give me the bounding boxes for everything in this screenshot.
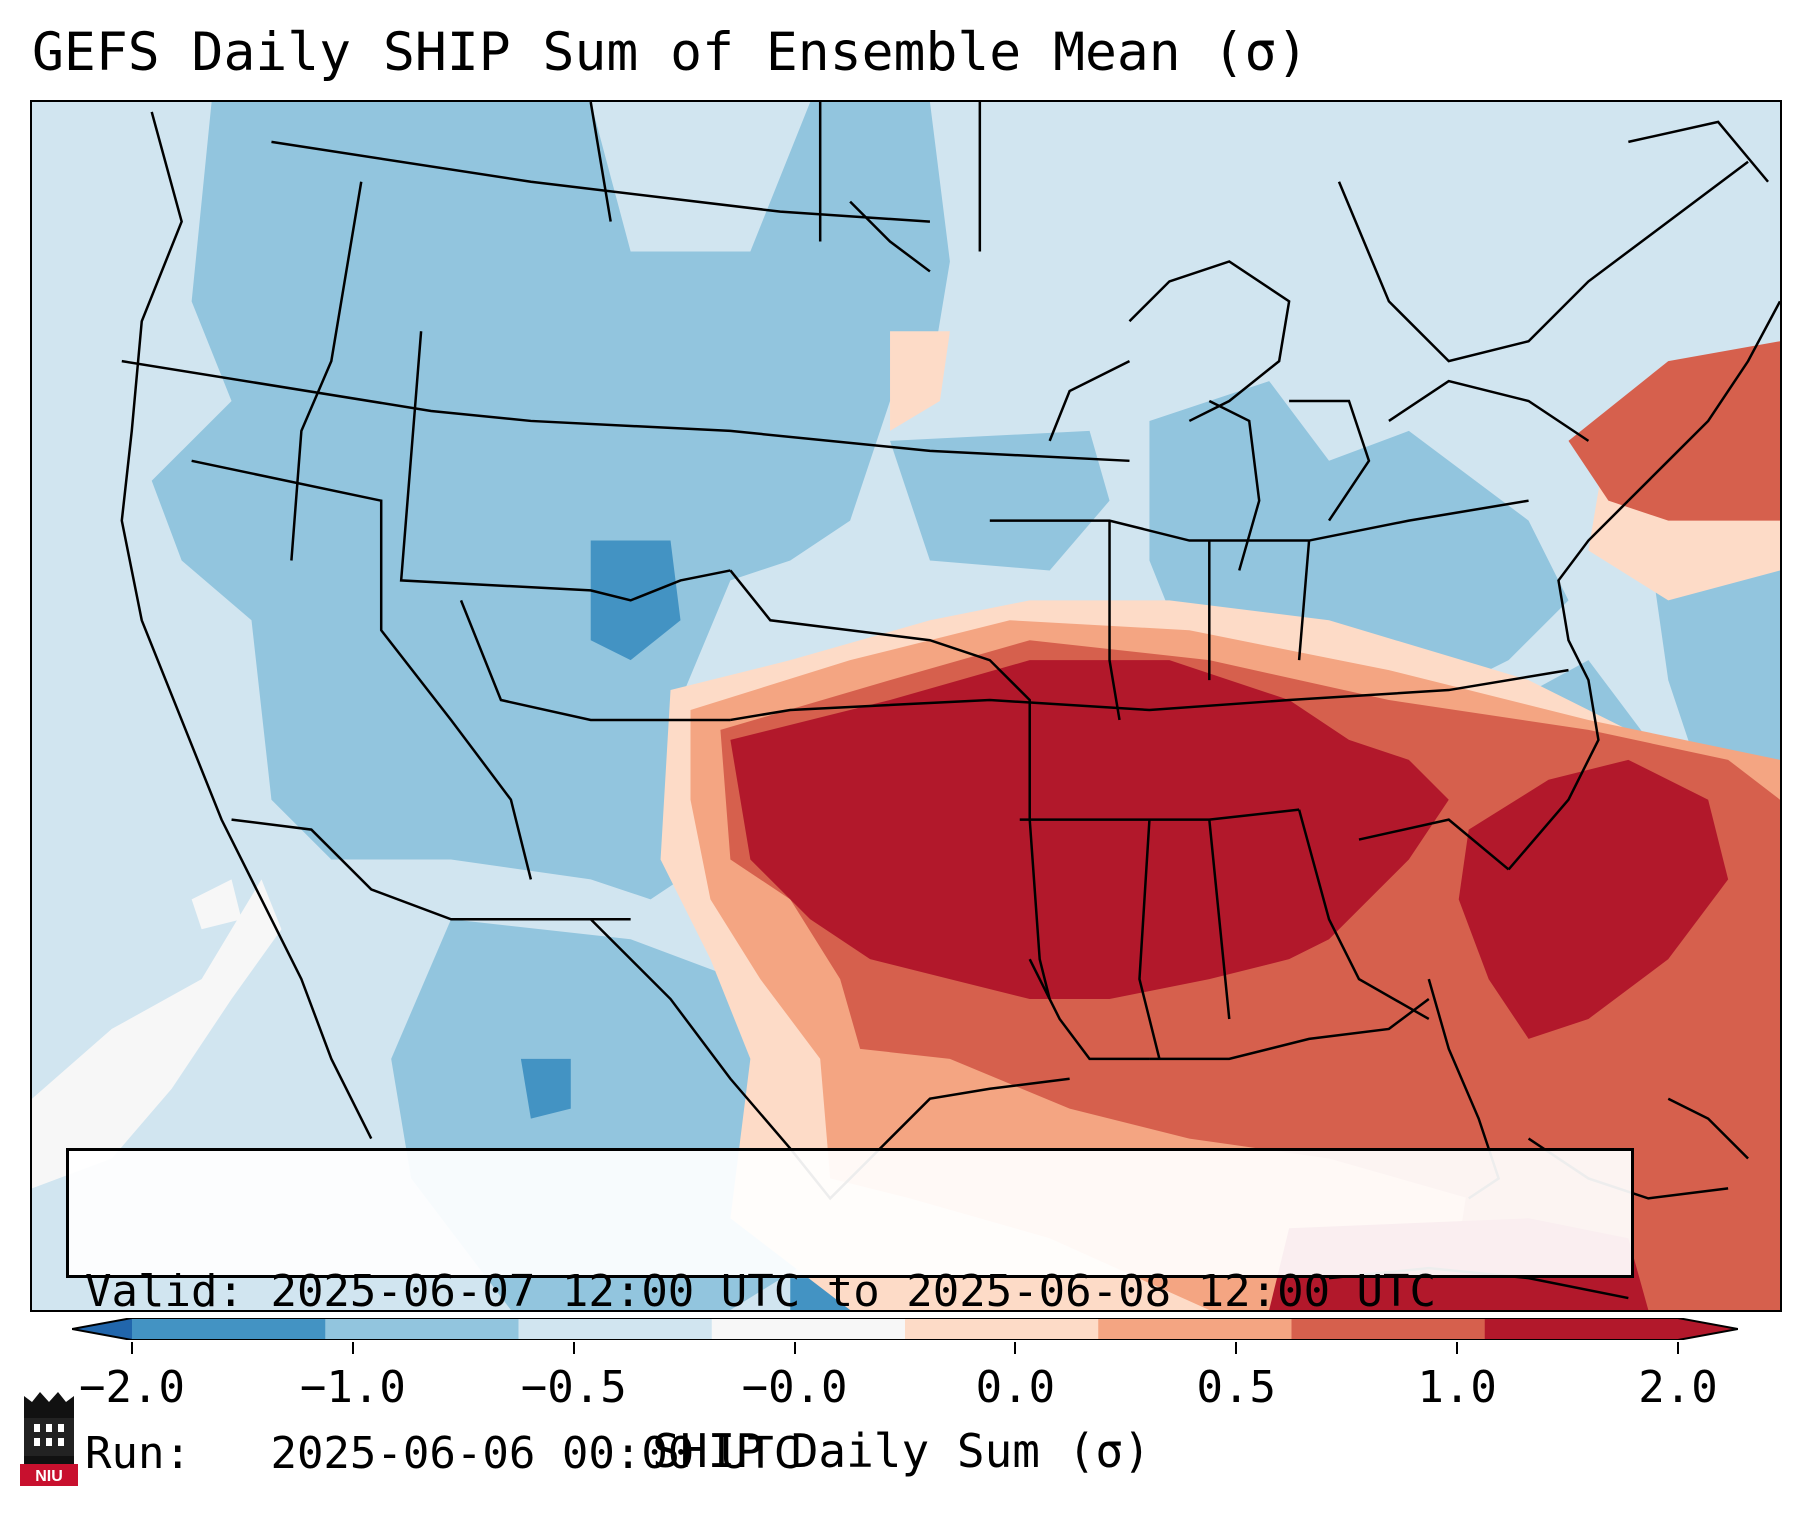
colorbar-segment xyxy=(518,1318,713,1340)
valid-run-info-box: Valid: 2025-06-07 12:00 UTC to 2025-06-0… xyxy=(66,1148,1634,1479)
colorbar-segment xyxy=(1484,1318,1679,1340)
logo-text: NIU xyxy=(35,1468,63,1485)
colorbar-tick-label: −1.0 xyxy=(299,1362,406,1413)
map-panel xyxy=(30,100,1782,1312)
boundaries xyxy=(120,102,1780,1300)
colorbar-tick-label: −2.0 xyxy=(79,1362,185,1413)
valid-line: Valid: 2025-06-07 12:00 UTC to 2025-06-0… xyxy=(85,1265,1615,1319)
colorbar-tick xyxy=(1235,1342,1238,1354)
colorbar-tick xyxy=(351,1342,354,1354)
colorbar-segment xyxy=(1291,1318,1486,1340)
colorbar-tick xyxy=(1677,1342,1679,1354)
colorbar-tick-label: 0.5 xyxy=(1196,1362,1277,1413)
colorbar xyxy=(72,1318,1738,1340)
map-svg xyxy=(32,102,1780,1310)
colorbar-tick xyxy=(793,1342,796,1354)
colorbar-tick xyxy=(1014,1342,1017,1354)
valid-value: 2025-06-07 12:00 UTC to 2025-06-08 12:00… xyxy=(270,1266,1437,1317)
map-title: GEFS Daily SHIP Sum of Ensemble Mean (σ) xyxy=(32,22,1309,83)
run-value: 2025-06-06 00:00 UTC xyxy=(270,1428,801,1479)
colorbar-segment xyxy=(325,1318,519,1340)
colorbar-extend-high xyxy=(1678,1318,1738,1340)
run-line: Run: 2025-06-06 00:00 UTC xyxy=(85,1427,1615,1481)
colorbar-tick-label: −0.5 xyxy=(520,1362,627,1413)
colorbar-extend-low xyxy=(72,1318,132,1340)
colorbar-tick xyxy=(1456,1342,1459,1354)
colorbar-segment xyxy=(711,1318,906,1340)
valid-label: Valid: xyxy=(85,1266,244,1317)
colorbar-tick-label: 2.0 xyxy=(1638,1362,1718,1413)
colorbar-tick-label: −0.0 xyxy=(741,1362,848,1413)
field-neutral xyxy=(32,879,282,1189)
colorbar-tick-label: 0.0 xyxy=(975,1362,1056,1413)
colorbar-segment xyxy=(905,1318,1099,1340)
run-label: Run: xyxy=(85,1428,191,1479)
colorbar-tick-label: 1.0 xyxy=(1417,1362,1497,1413)
colorbar-segment xyxy=(1098,1318,1292,1340)
colorbar-tick xyxy=(572,1342,575,1354)
colorbar-tick xyxy=(131,1342,133,1354)
niu-logo-icon: NIU xyxy=(20,1392,78,1486)
colorbar-title: SHIP Daily Sum (σ) xyxy=(652,1424,1151,1478)
colorbar-segment xyxy=(132,1318,326,1340)
